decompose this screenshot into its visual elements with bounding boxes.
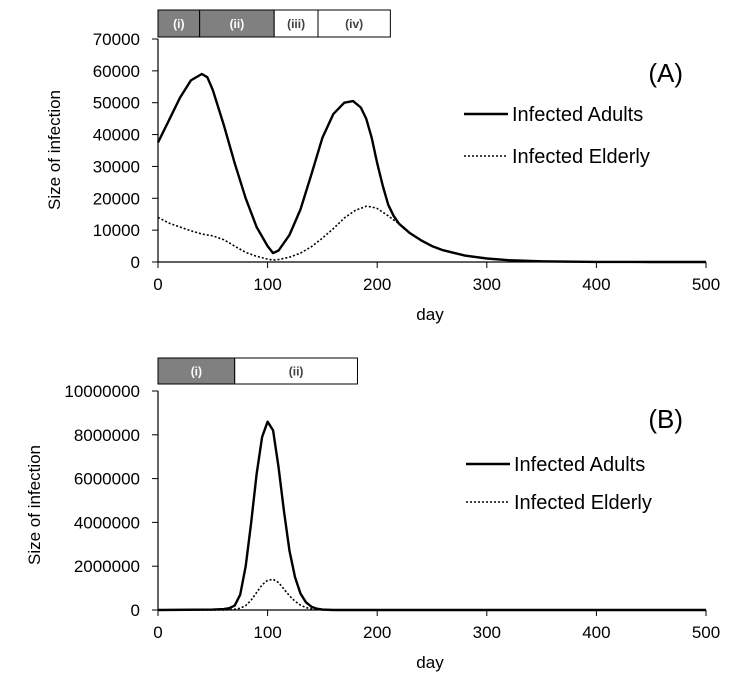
phase-label: (ii) bbox=[230, 17, 245, 31]
legend-label: Infected Adults bbox=[512, 104, 643, 126]
phase-segment bbox=[157, 357, 236, 385]
phase-segment bbox=[273, 9, 319, 38]
phase-segment bbox=[234, 357, 358, 385]
x-axis-title: day bbox=[416, 305, 444, 324]
y-axis-title: Size of infection bbox=[45, 90, 64, 210]
y-tick-label: 30000 bbox=[93, 157, 140, 176]
x-tick-label: 0 bbox=[153, 275, 162, 294]
y-tick-label: 60000 bbox=[93, 62, 140, 81]
phase-label: (ii) bbox=[289, 365, 304, 379]
phase-segment bbox=[317, 9, 391, 38]
series-line-elderly bbox=[157, 205, 706, 263]
x-tick-label: 500 bbox=[692, 275, 720, 294]
y-tick-label: 50000 bbox=[93, 94, 140, 113]
phase-label: (i) bbox=[191, 365, 202, 379]
series-line-adults bbox=[157, 420, 706, 612]
x-tick-label: 400 bbox=[582, 275, 610, 294]
legend-label: Infected Elderly bbox=[514, 492, 652, 514]
y-tick-label: 20000 bbox=[93, 189, 140, 208]
legend-label: Infected Elderly bbox=[512, 146, 650, 168]
chart-panel-b: (i) (ii)020000004000000600000080000001000… bbox=[25, 357, 720, 672]
phase-label: (i) bbox=[173, 17, 184, 31]
y-tick-label: 40000 bbox=[93, 126, 140, 145]
y-tick-label: 0 bbox=[131, 253, 140, 272]
panel-label: (A) bbox=[648, 58, 683, 88]
y-tick-label: 10000 bbox=[93, 221, 140, 240]
x-tick-label: 100 bbox=[253, 623, 281, 642]
series-line-elderly bbox=[157, 578, 706, 611]
x-tick-label: 0 bbox=[153, 623, 162, 642]
y-tick-label: 8000000 bbox=[74, 426, 140, 445]
phase-label: (iii) bbox=[287, 17, 305, 31]
x-tick-label: 300 bbox=[473, 275, 501, 294]
y-tick-label: 0 bbox=[131, 601, 140, 620]
y-tick-label: 4000000 bbox=[74, 513, 140, 532]
panel-label: (B) bbox=[648, 404, 683, 434]
chart-panel-a: (i) (ii) (iii) (iv) 0 10000 20000 30000 40000 500… bbox=[45, 9, 720, 324]
series-line-adults bbox=[156, 72, 706, 264]
y-tick-label: 2000000 bbox=[74, 557, 140, 576]
x-axis-title: day bbox=[416, 653, 444, 672]
phase-label: (iv) bbox=[345, 17, 363, 31]
y-tick-label: 6000000 bbox=[74, 470, 140, 489]
y-tick-label: 70000 bbox=[93, 30, 140, 49]
x-tick-label: 200 bbox=[363, 623, 391, 642]
x-tick-label: 200 bbox=[363, 275, 391, 294]
x-tick-label: 100 bbox=[253, 275, 281, 294]
x-tick-label: 500 bbox=[692, 623, 720, 642]
phase-segment bbox=[157, 9, 201, 38]
y-axis-title: Size of infection bbox=[25, 445, 44, 565]
x-tick-label: 300 bbox=[473, 623, 501, 642]
phase-segment bbox=[199, 9, 275, 38]
y-tick-label: 10000000 bbox=[64, 382, 140, 401]
x-tick-label: 400 bbox=[582, 623, 610, 642]
legend-label: Infected Adults bbox=[514, 454, 645, 476]
